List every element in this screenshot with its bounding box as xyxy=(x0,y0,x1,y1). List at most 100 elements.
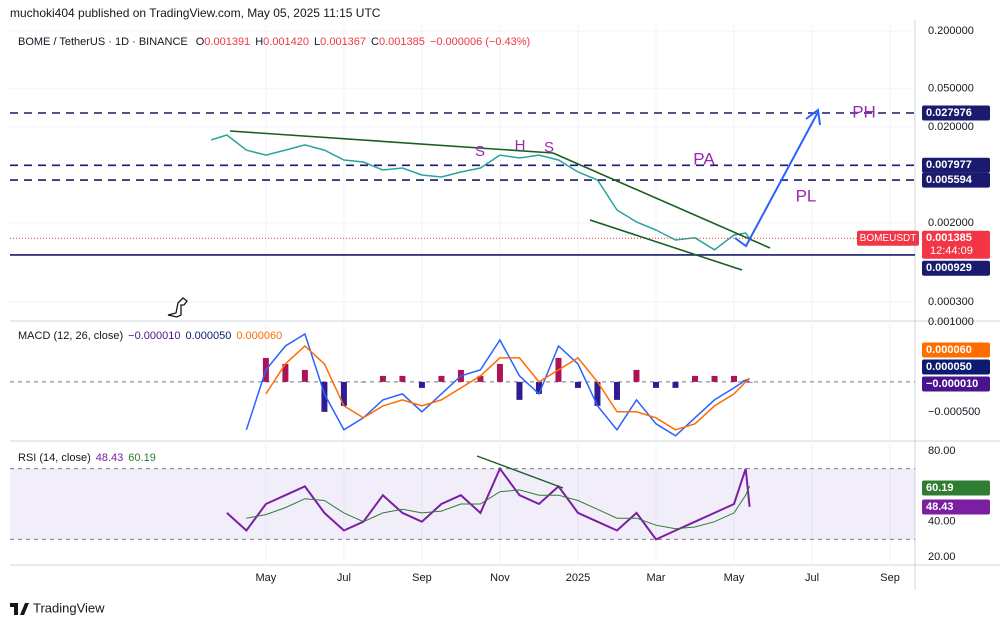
ohlc-value: 0.001391 xyxy=(204,36,250,48)
histogram-bar xyxy=(379,375,386,382)
rsi-axis-label: 60.19 xyxy=(926,482,954,494)
annotation: PL xyxy=(796,186,817,205)
y-tick-label: 0.200000 xyxy=(928,25,974,37)
price-line xyxy=(211,134,751,251)
y-tick-label: 80.00 xyxy=(928,445,956,457)
y-tick-label: 0.050000 xyxy=(928,83,974,95)
annotation: PH xyxy=(852,102,876,121)
symbol: BOME / TetherUS · 1D · BINANCE xyxy=(18,36,188,48)
histogram-bar xyxy=(301,369,308,382)
histogram-bar xyxy=(496,363,503,382)
projection-arrow xyxy=(734,111,819,248)
rsi-value: 48.43 xyxy=(96,452,124,464)
footer-brand: TradingView xyxy=(33,600,105,615)
macd-value: 0.000060 xyxy=(236,330,282,342)
y-tick-label: 20.00 xyxy=(928,551,956,563)
histogram-bar xyxy=(438,375,445,382)
trendline xyxy=(552,152,771,249)
macd-title-text: MACD (12, 26, close) xyxy=(18,330,123,342)
dino-icon xyxy=(167,297,188,318)
histogram-bar xyxy=(731,375,737,382)
macd-axis-label: −0.000010 xyxy=(926,378,978,390)
level-label-box xyxy=(922,260,990,276)
x-tick-label: May xyxy=(724,572,745,584)
y-tick-label: 0.000300 xyxy=(928,296,974,308)
last-price-box xyxy=(922,230,990,259)
y-tick-label: 40.00 xyxy=(928,516,956,528)
level-label-box xyxy=(922,172,990,188)
histogram-bar xyxy=(360,381,367,383)
symbol-header: BOME / TetherUS · 1D · BINANCE O0.001391 H… xyxy=(18,36,530,48)
rsi-title: RSI (14, close) 48.43 60.19 xyxy=(18,452,156,464)
macd-axis-label: 0.000060 xyxy=(926,344,972,356)
macd-axis-label-box xyxy=(922,342,990,358)
y-tick-label: 0.002000 xyxy=(928,217,974,229)
level-label: 0.007977 xyxy=(926,159,972,171)
rsi-axis-label: 48.43 xyxy=(926,501,954,513)
level-label-box xyxy=(922,105,990,121)
histogram-bar xyxy=(594,381,601,406)
x-tick-label: Sep xyxy=(880,572,900,584)
drawings xyxy=(167,108,821,489)
y-tick-label: 0.001000 xyxy=(928,316,974,328)
x-tick-label: 2025 xyxy=(566,572,590,584)
histogram-bar xyxy=(418,381,425,388)
histogram-bar xyxy=(282,363,289,382)
footer-logo xyxy=(10,603,29,615)
annotation: S xyxy=(544,139,554,156)
histogram-bar xyxy=(535,381,542,394)
arrow-head xyxy=(805,108,821,126)
ohlc-key: H xyxy=(255,36,263,48)
symbol-box xyxy=(857,230,919,246)
rsi-line xyxy=(246,485,751,530)
histogram-bar xyxy=(691,375,698,382)
histogram-bar xyxy=(633,369,640,382)
ohlc-key: C xyxy=(371,36,379,48)
macd-title: MACD (12, 26, close) −0.000010 0.000050 0.0… xyxy=(18,330,282,342)
trendline xyxy=(229,130,554,154)
rsi-title-text: RSI (14, close) xyxy=(18,452,91,464)
histogram-bar xyxy=(746,381,753,383)
y-tick-label: −0.000500 xyxy=(928,406,980,418)
level-label: 0.005594 xyxy=(926,174,973,186)
x-tick-label: May xyxy=(256,572,277,584)
histogram-bar xyxy=(516,381,523,400)
histogram-bar xyxy=(399,375,406,382)
histogram-bar xyxy=(613,381,620,400)
rsi-line xyxy=(226,466,751,541)
macd-axis-label-box xyxy=(922,376,990,392)
change: −0.000006 (−0.43%) xyxy=(430,36,530,48)
ohlc-value: 0.001420 xyxy=(263,36,309,48)
histogram-bar xyxy=(321,381,328,412)
annotation: S xyxy=(475,143,485,160)
level-label: 0.000929 xyxy=(926,262,972,274)
x-tick-label: Mar xyxy=(647,572,666,584)
rsi-axis-label-box xyxy=(922,499,990,515)
y-tick-label: 0.020000 xyxy=(928,121,974,133)
histogram-bar xyxy=(340,381,347,406)
x-tick-label: Sep xyxy=(412,572,432,584)
ohlc-value: 0.001385 xyxy=(379,36,425,48)
countdown: 12:44:09 xyxy=(930,245,973,257)
annotation: PA xyxy=(693,149,715,168)
x-tick-label: Nov xyxy=(490,572,510,584)
histogram-bar xyxy=(711,375,718,382)
macd-value: −0.000010 xyxy=(128,330,180,342)
ohlc-value: 0.001367 xyxy=(320,36,366,48)
histogram-bar xyxy=(477,375,484,382)
rsi-trendline xyxy=(476,455,564,489)
logo-mark xyxy=(10,603,29,615)
x-tick-label: Jul xyxy=(805,572,819,584)
last-price: 0.001385 xyxy=(926,232,972,244)
macd-axis-label: 0.000050 xyxy=(926,361,972,373)
trendline xyxy=(589,219,743,271)
macd-line xyxy=(265,344,751,431)
symbol-label: BOMEUSDT xyxy=(860,233,917,244)
level-label: 0.027976 xyxy=(926,107,972,119)
ohlc-key: O xyxy=(196,36,205,48)
annotation: H xyxy=(515,137,526,154)
publisher: muchoki404 published on TradingView.com,… xyxy=(10,6,381,20)
histogram-bar xyxy=(652,381,659,388)
